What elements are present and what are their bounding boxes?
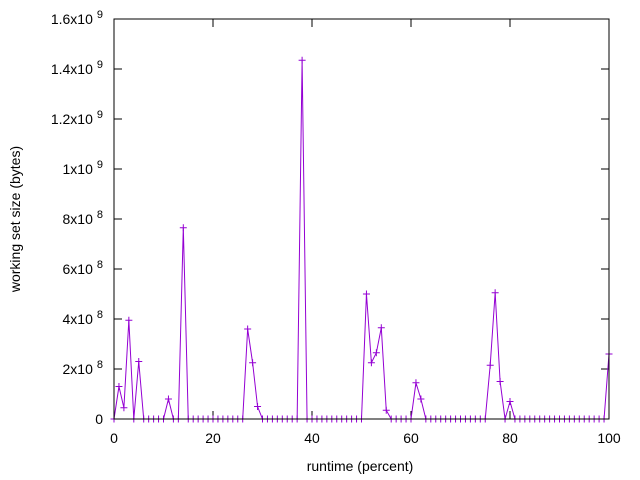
x-axis-label: runtime (percent) [307, 458, 414, 474]
y-tick-label: 6x10 8 [63, 259, 103, 277]
y-axis-label: working set size (bytes) [7, 146, 23, 293]
data-point [135, 358, 143, 365]
x-tick-label: 80 [502, 430, 518, 446]
data-point [120, 404, 128, 412]
data-point [125, 316, 133, 324]
data-point [491, 289, 499, 297]
x-tick-label: 0 [110, 430, 118, 446]
data-point [254, 403, 262, 410]
data-series [110, 56, 613, 423]
series-line [113, 60, 610, 420]
x-tick-label: 40 [304, 430, 320, 446]
data-point [164, 395, 172, 403]
data-point [362, 290, 370, 298]
data-point [115, 383, 123, 390]
x-axis-ticks: 0 20 40 60 80 100 [110, 19, 621, 446]
y-axis-ticks: 0 2x10 8 4x10 8 6x10 8 8x10 8 1x10 9 1.2x10 9 1.4x10 9… [51, 9, 609, 427]
data-point [417, 395, 425, 403]
data-point [382, 406, 390, 414]
y-tick-label: 4x10 8 [63, 309, 103, 327]
data-point [367, 359, 375, 367]
y-tick-label: 1x10 9 [63, 159, 103, 177]
data-point [486, 361, 494, 369]
data-point [506, 398, 514, 405]
data-point [412, 379, 420, 387]
y-tick-label: 1.2x10 9 [51, 109, 103, 127]
plot-frame [113, 18, 610, 420]
y-tick-label: 1.6x10 9 [51, 9, 103, 27]
y-tick-label: 2x10 8 [63, 359, 103, 377]
data-point [377, 324, 385, 332]
data-point [372, 349, 380, 357]
y-tick-label: 0 [95, 411, 103, 427]
data-point [298, 56, 306, 64]
x-tick-label: 100 [597, 430, 621, 446]
data-point [244, 325, 252, 333]
x-tick-label: 60 [403, 430, 419, 446]
data-point [496, 378, 504, 385]
data-point [179, 224, 187, 232]
x-tick-label: 20 [205, 430, 221, 446]
data-point [249, 359, 257, 367]
y-tick-label: 8x10 8 [63, 209, 103, 227]
y-tick-label: 1.4x10 9 [51, 59, 103, 77]
